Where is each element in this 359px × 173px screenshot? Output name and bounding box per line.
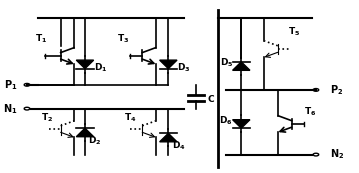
Text: $\mathbf{P_1}$: $\mathbf{P_1}$ bbox=[4, 78, 17, 92]
Text: $\mathbf{N_1}$: $\mathbf{N_1}$ bbox=[3, 102, 17, 116]
Polygon shape bbox=[76, 128, 94, 137]
Polygon shape bbox=[160, 133, 177, 142]
Text: $\mathbf{D_5}$: $\mathbf{D_5}$ bbox=[220, 56, 234, 69]
Polygon shape bbox=[160, 60, 177, 69]
Text: $\mathbf{T_3}$: $\mathbf{T_3}$ bbox=[117, 33, 129, 45]
Text: $\mathbf{D_1}$: $\mathbf{D_1}$ bbox=[94, 62, 107, 74]
Text: $\mathbf{D_6}$: $\mathbf{D_6}$ bbox=[219, 114, 232, 127]
Text: $\mathbf{P_2}$: $\mathbf{P_2}$ bbox=[330, 83, 343, 97]
Text: $\mathbf{T_6}$: $\mathbf{T_6}$ bbox=[304, 106, 316, 118]
Text: $\mathbf{D_4}$: $\mathbf{D_4}$ bbox=[172, 140, 186, 152]
Text: $\mathbf{N_2}$: $\mathbf{N_2}$ bbox=[330, 148, 344, 161]
Polygon shape bbox=[76, 60, 94, 69]
Text: $\mathbf{T_1}$: $\mathbf{T_1}$ bbox=[36, 33, 48, 45]
Text: $\mathbf{T_4}$: $\mathbf{T_4}$ bbox=[124, 112, 136, 124]
Text: $\mathbf{C}$: $\mathbf{C}$ bbox=[206, 93, 215, 104]
Polygon shape bbox=[233, 120, 250, 128]
Text: $\mathbf{D_3}$: $\mathbf{D_3}$ bbox=[177, 62, 191, 74]
Text: $\mathbf{T_2}$: $\mathbf{T_2}$ bbox=[41, 112, 53, 124]
Text: $\mathbf{T_5}$: $\mathbf{T_5}$ bbox=[288, 26, 300, 38]
Polygon shape bbox=[233, 62, 250, 70]
Text: $\mathbf{D_2}$: $\mathbf{D_2}$ bbox=[88, 135, 102, 147]
